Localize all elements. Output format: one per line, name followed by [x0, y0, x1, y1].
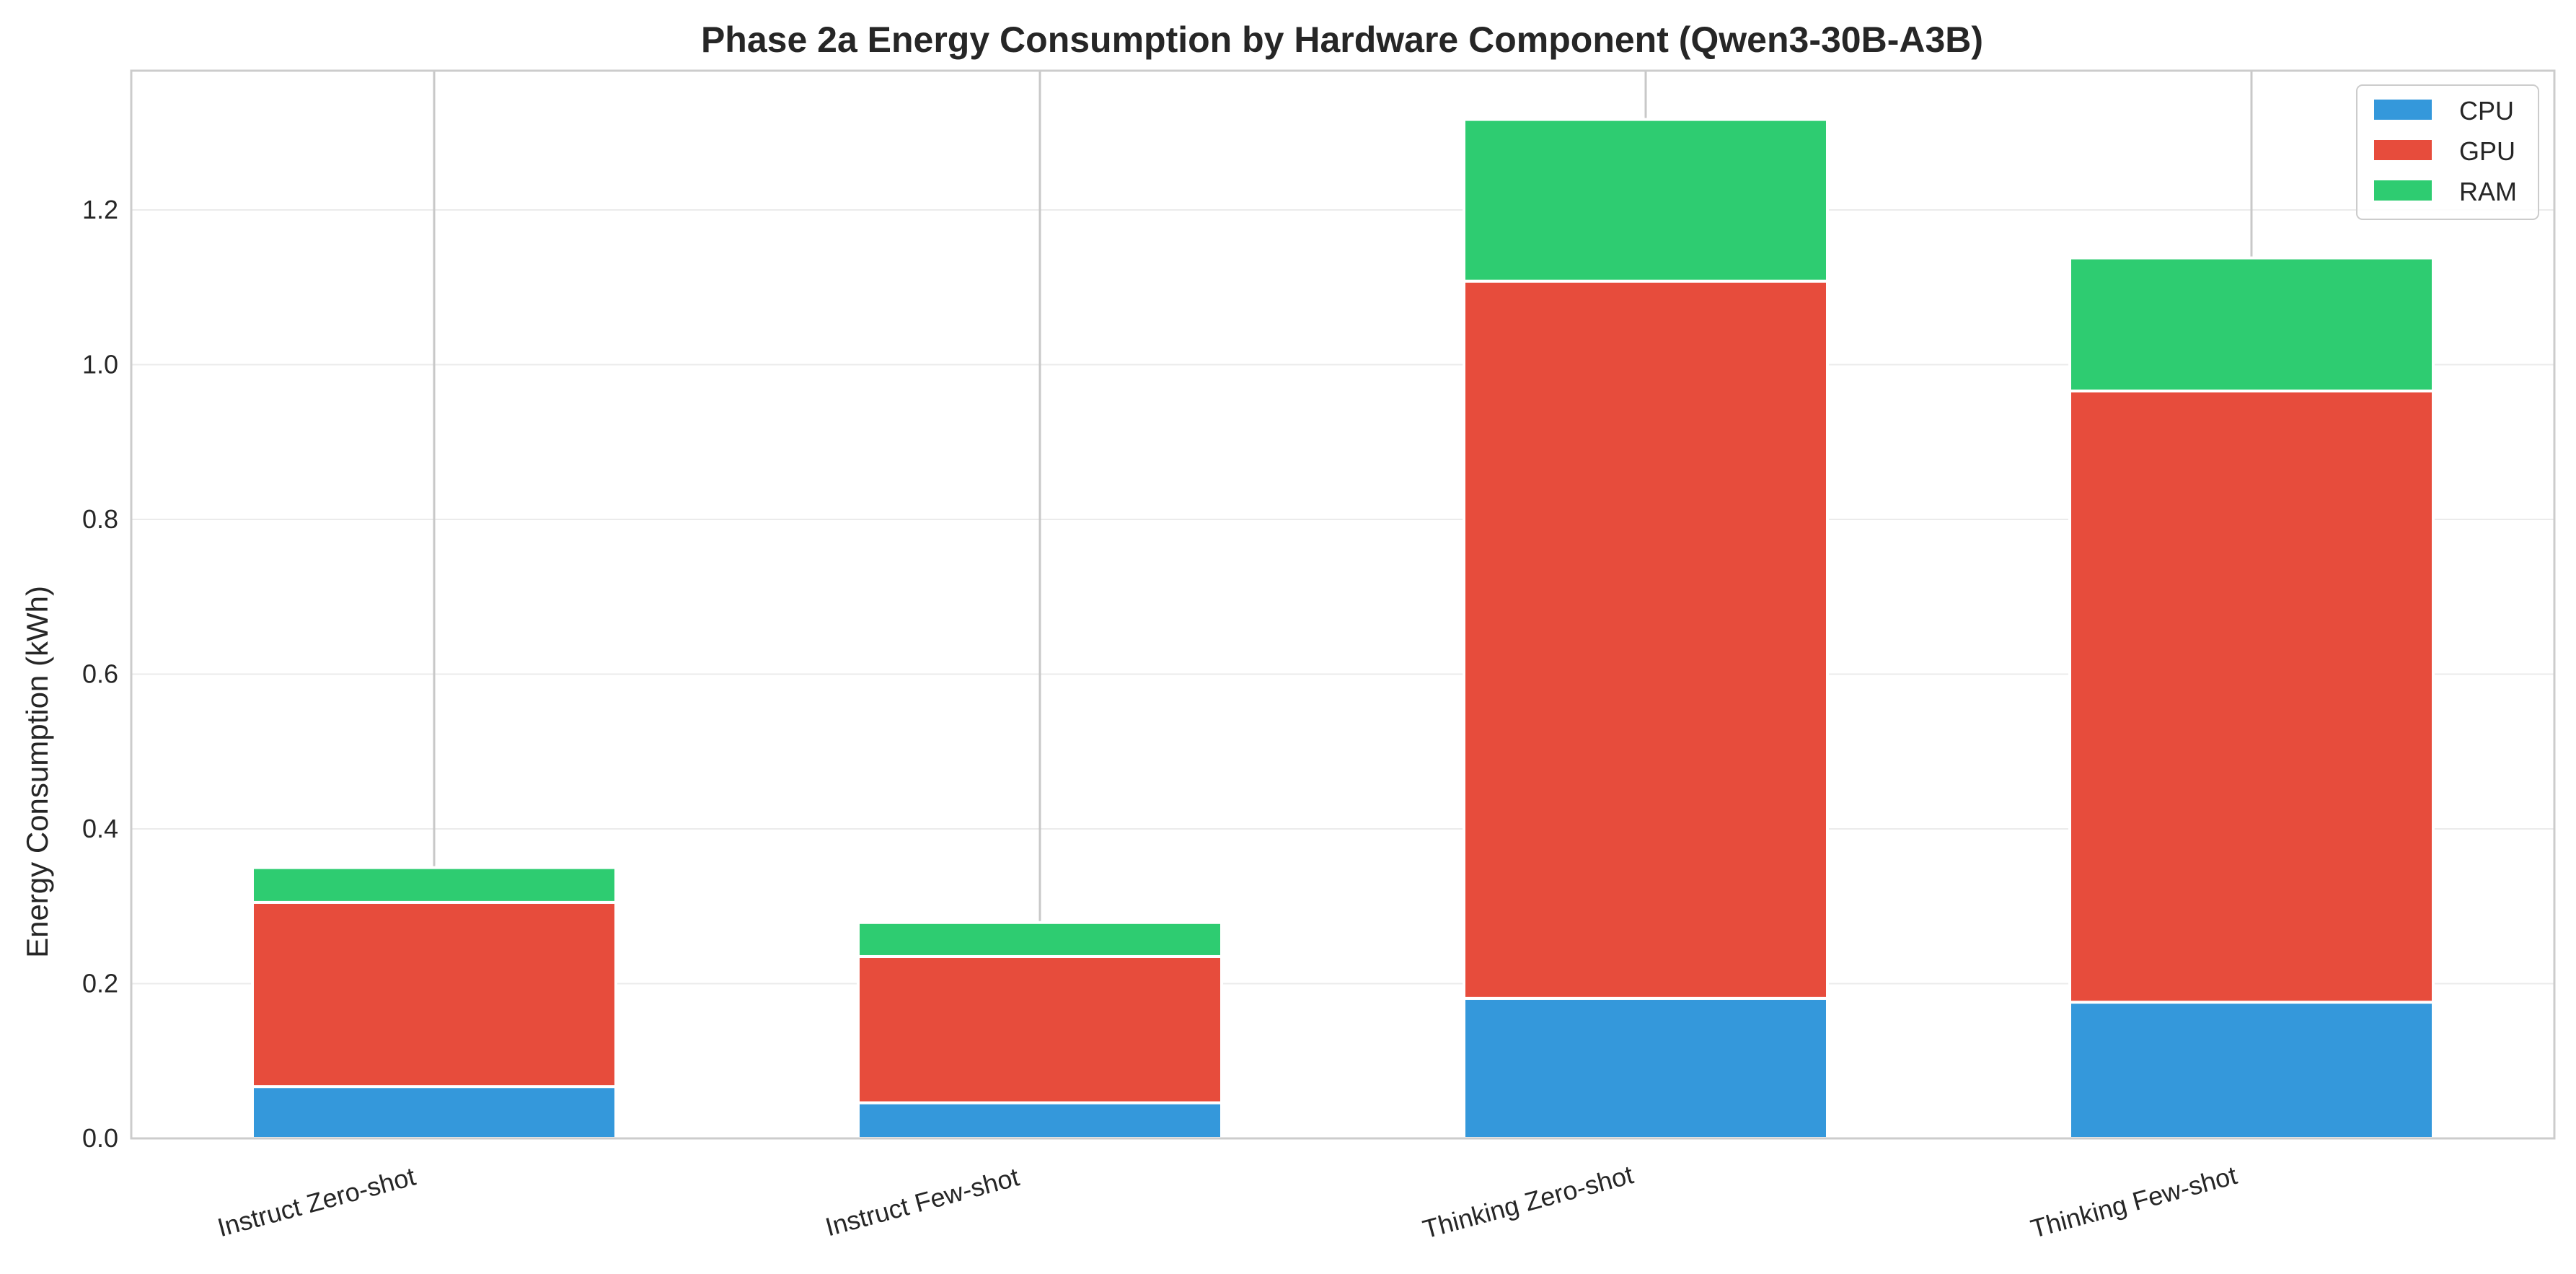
- y-tick-label: 0.2: [82, 969, 118, 998]
- bar-gpu: [251, 900, 617, 1089]
- bar-cpu: [2068, 1001, 2435, 1140]
- error-bars: [433, 71, 2253, 923]
- chart-title: Phase 2a Energy Consumption by Hardware …: [701, 19, 1983, 60]
- bar-cpu: [1463, 996, 1829, 1140]
- y-tick-label: 1.0: [82, 350, 118, 379]
- bar-gpu: [2068, 390, 2435, 1004]
- legend-label-cpu: CPU: [2459, 96, 2514, 126]
- bars: [251, 118, 2435, 1140]
- legend-swatch-ram: [2374, 180, 2432, 201]
- legend-label-gpu: GPU: [2459, 136, 2515, 166]
- legend-swatch-cpu: [2374, 100, 2432, 120]
- bar-ram: [1463, 118, 1829, 283]
- bar-gpu: [1463, 279, 1829, 1000]
- plot-frame: [130, 69, 2556, 1140]
- x-tick-label: Instruct Zero-shot: [214, 1161, 418, 1243]
- bar-cpu: [251, 1085, 617, 1140]
- bar-ram: [2068, 256, 2435, 392]
- x-tick-label: Thinking Few-shot: [2027, 1160, 2240, 1244]
- legend-swatch-gpu: [2374, 140, 2432, 160]
- y-tick-label: 0.6: [82, 659, 118, 689]
- y-tick-label: 0.8: [82, 504, 118, 534]
- bar-ram: [251, 866, 617, 904]
- y-tick-label: 0.0: [82, 1123, 118, 1153]
- legend-label-ram: RAM: [2459, 177, 2517, 206]
- x-axis-ticks: Instruct Zero-shot Instruct Few-shot Think…: [214, 1159, 2240, 1244]
- x-tick-label: Instruct Few-shot: [822, 1161, 1022, 1242]
- legend: CPU GPU RAM: [2356, 84, 2539, 220]
- y-axis-ticks: 0.0 0.2 0.4 0.6 0.8 1.0 1.2: [82, 195, 118, 1153]
- bar-ram: [857, 921, 1223, 958]
- x-tick-label: Thinking Zero-shot: [1420, 1159, 1637, 1244]
- y-tick-label: 1.2: [82, 195, 118, 224]
- y-tick-label: 0.4: [82, 814, 118, 843]
- bar-gpu: [857, 954, 1223, 1104]
- bar-cpu: [857, 1101, 1223, 1140]
- y-axis-label: Energy Consumption (kWh): [20, 586, 54, 958]
